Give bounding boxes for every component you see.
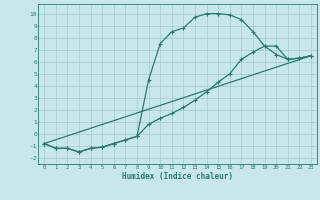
X-axis label: Humidex (Indice chaleur): Humidex (Indice chaleur) (122, 172, 233, 181)
